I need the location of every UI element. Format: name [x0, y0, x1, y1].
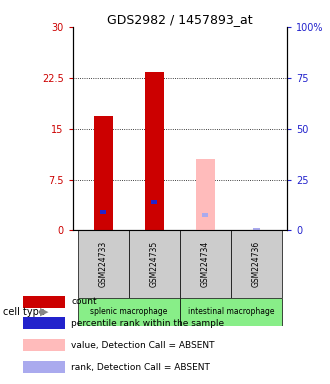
Bar: [180, 230, 231, 298]
Bar: [253, 227, 259, 231]
Text: GSM224736: GSM224736: [252, 241, 261, 287]
Bar: [78, 298, 180, 326]
Bar: [196, 159, 215, 230]
Title: GDS2982 / 1457893_at: GDS2982 / 1457893_at: [107, 13, 253, 26]
Bar: [202, 213, 209, 217]
Text: count: count: [71, 297, 97, 306]
Bar: [23, 317, 65, 329]
Bar: [78, 230, 129, 298]
Text: GSM224735: GSM224735: [150, 241, 159, 287]
Text: value, Detection Call = ABSENT: value, Detection Call = ABSENT: [71, 341, 215, 350]
Bar: [129, 230, 180, 298]
Text: cell type: cell type: [3, 307, 45, 317]
Text: splenic macrophage: splenic macrophage: [90, 308, 167, 316]
Bar: [100, 210, 106, 214]
Bar: [23, 296, 65, 308]
Bar: [23, 339, 65, 351]
Text: GSM224734: GSM224734: [201, 241, 210, 287]
Bar: [145, 72, 164, 230]
Text: percentile rank within the sample: percentile rank within the sample: [71, 318, 224, 328]
Bar: [23, 361, 65, 373]
Text: ▶: ▶: [40, 307, 49, 317]
Text: intestinal macrophage: intestinal macrophage: [188, 308, 274, 316]
Bar: [231, 230, 282, 298]
Bar: [93, 116, 113, 230]
Text: rank, Detection Call = ABSENT: rank, Detection Call = ABSENT: [71, 363, 210, 372]
Bar: [180, 298, 282, 326]
Text: GSM224733: GSM224733: [99, 241, 108, 287]
Bar: [151, 200, 157, 204]
